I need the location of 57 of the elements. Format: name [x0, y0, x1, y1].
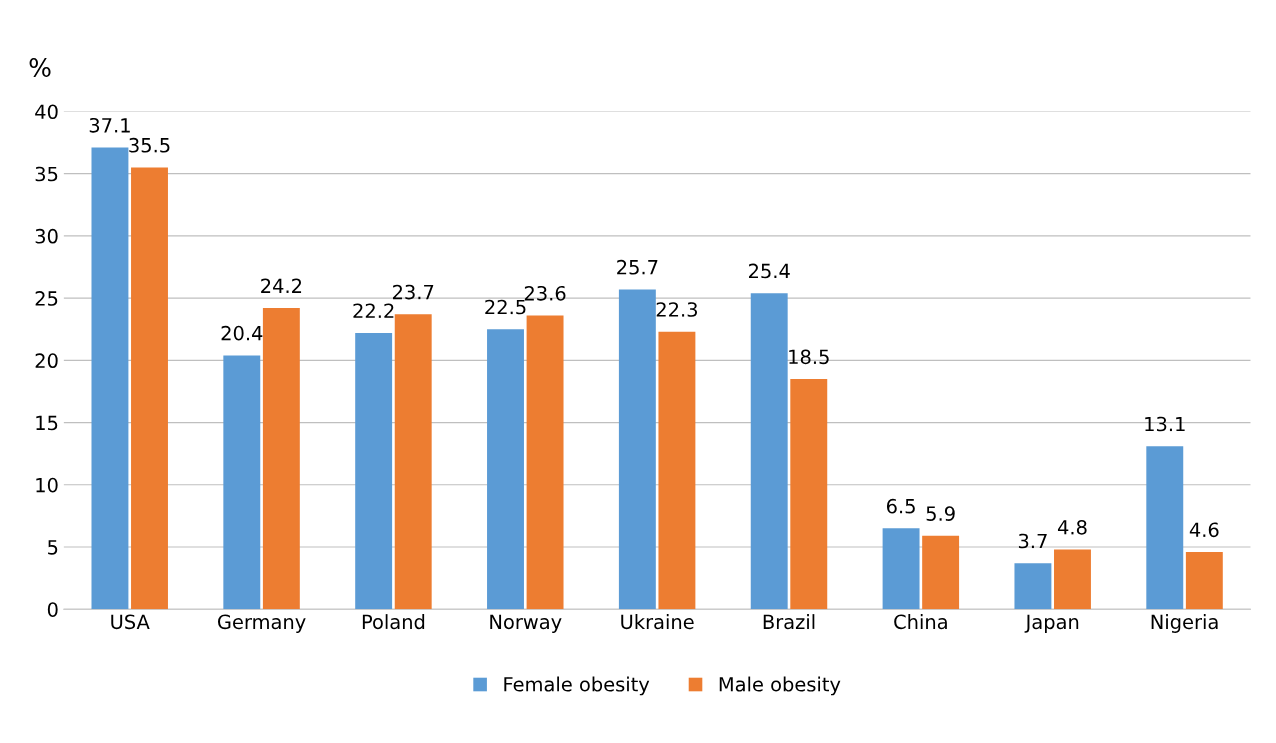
x-tick-label: China [894, 614, 947, 630]
x-tick-label: Japan [1024, 614, 1079, 633]
y-tick-label: 5 [48, 540, 58, 555]
data-label: 23.7 [392, 284, 434, 300]
legend-label: Female obesity [504, 676, 650, 696]
bar [1185, 552, 1223, 610]
bar [526, 315, 564, 610]
data-label: 5.9 [926, 506, 955, 521]
data-label: 25.4 [748, 263, 790, 279]
y-tick-label: 15 [36, 415, 58, 431]
data-label: 6.5 [886, 498, 915, 514]
y-tick-label: 20 [35, 353, 58, 369]
y-tick-label: 0 [47, 602, 58, 617]
legend-label: Male obesity [719, 676, 841, 696]
bar [355, 332, 393, 610]
bar [487, 329, 524, 610]
data-label: 35.5 [129, 137, 170, 153]
bar [618, 289, 656, 610]
bar [131, 167, 168, 610]
data-label: 22.3 [656, 302, 698, 317]
data-label: 20.4 [221, 325, 263, 341]
bar [262, 308, 300, 610]
data-label: 24.2 [261, 278, 302, 293]
x-tick-label: Nigeria [1151, 614, 1218, 633]
x-tick-label: USA [111, 614, 150, 630]
bar [1054, 549, 1091, 610]
bar [882, 528, 920, 610]
x-tick-label: Norway [490, 614, 562, 633]
bar [658, 331, 696, 610]
bar [922, 535, 960, 610]
data-label: 18.5 [789, 349, 829, 365]
y-tick-label: 35 [35, 166, 58, 182]
data-label: 23.6 [524, 285, 566, 301]
y-tick-label: 30 [35, 228, 58, 244]
data-label: 4.6 [1189, 522, 1219, 538]
data-label: 37.1 [89, 117, 130, 133]
bar [1014, 563, 1052, 610]
x-tick-label: Brazil [763, 614, 815, 630]
data-label: 3.7 [1018, 533, 1047, 549]
x-tick-label: Germany [217, 614, 306, 633]
y-tick-label: 25 [35, 291, 58, 306]
data-label: 22.5 [485, 299, 526, 315]
data-label: 22.2 [353, 303, 394, 318]
bar [790, 379, 828, 610]
y-axis-title: % [29, 58, 51, 77]
data-label: 13.1 [1145, 416, 1185, 432]
bar [394, 314, 432, 610]
bar [1146, 446, 1184, 610]
data-label: 4.8 [1057, 519, 1087, 535]
y-tick-label: 40 [35, 104, 58, 120]
x-tick-label: Poland [362, 614, 425, 630]
bar [223, 355, 261, 610]
x-tick-label: Ukraine [621, 614, 694, 630]
data-label: 25.7 [617, 259, 658, 275]
y-tick-label: 10 [36, 477, 58, 493]
bar [750, 293, 788, 610]
bar [91, 147, 129, 610]
